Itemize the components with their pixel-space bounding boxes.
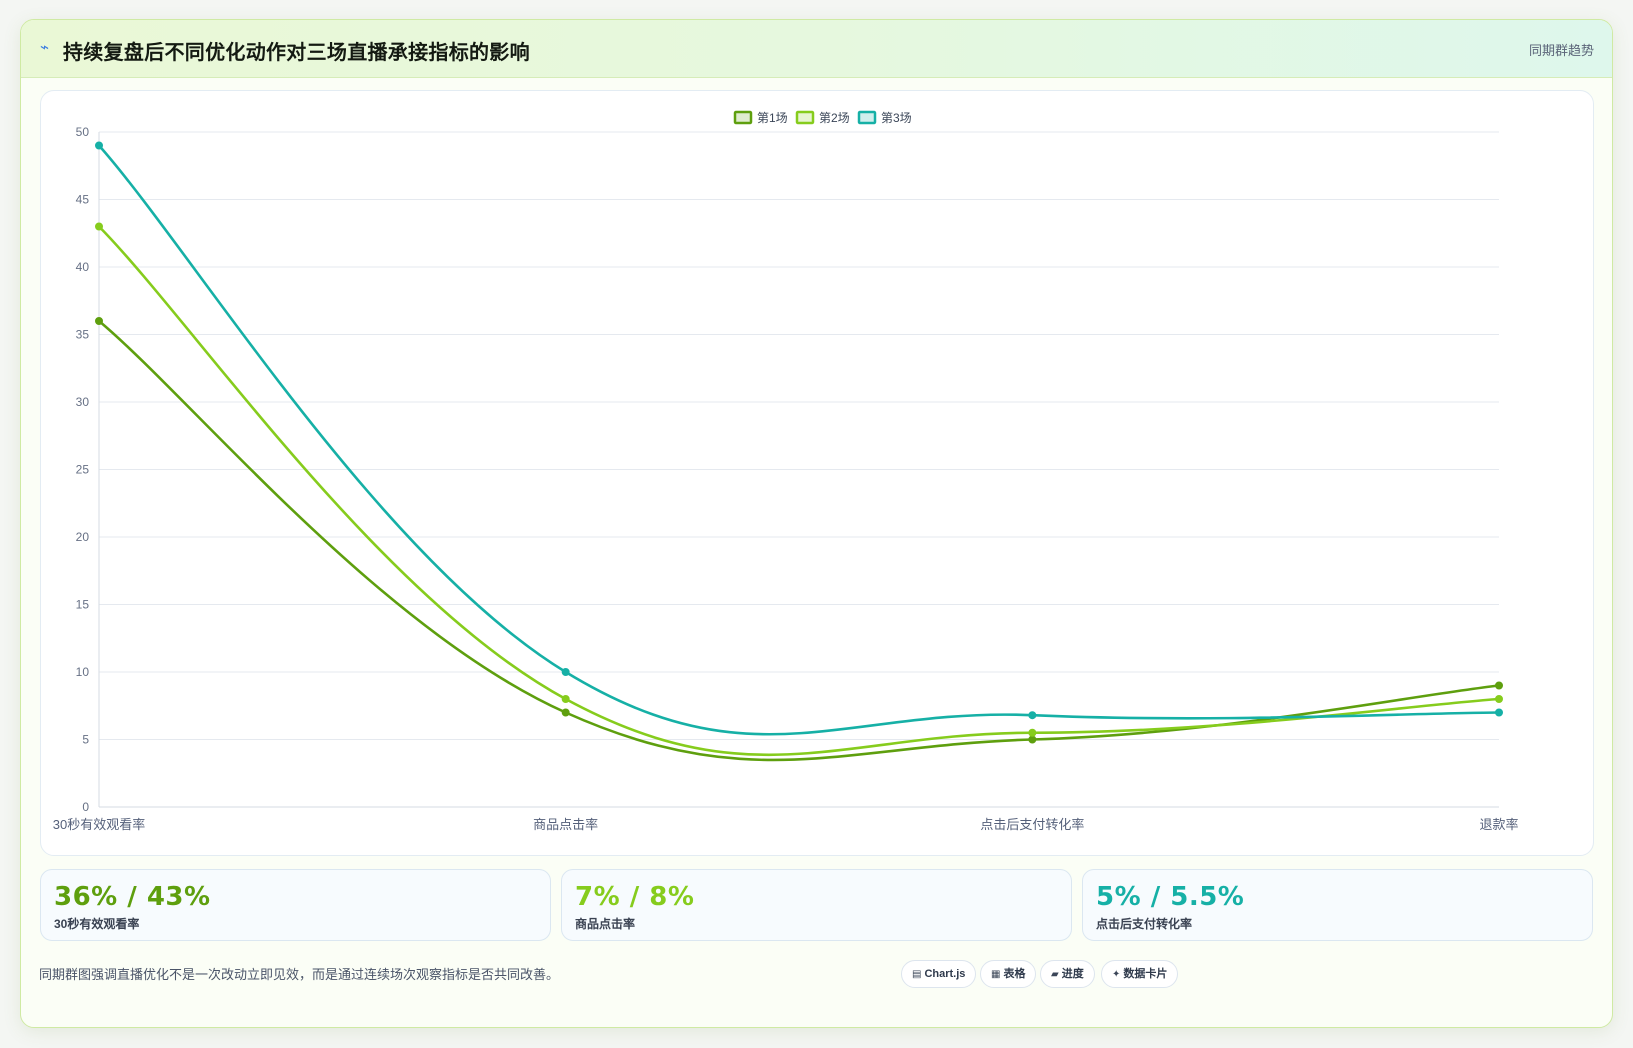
card-header: ⌁ 持续复盘后不同优化动作对三场直播承接指标的影响 同期群趋势 [21, 20, 1612, 78]
legend-label: 第1场 [757, 111, 788, 125]
data-point [1028, 728, 1037, 737]
stat-value: 7% / 8% [575, 882, 695, 912]
tag-label: 进度 [1061, 968, 1084, 980]
legend-swatch [857, 110, 877, 125]
y-tick-label: 25 [76, 463, 90, 477]
stat-label: 点击后支付转化率 [1096, 917, 1193, 931]
data-point [561, 695, 570, 703]
x-tick-label: 退款率 [1479, 817, 1518, 832]
x-tick-label: 商品点击率 [533, 817, 598, 832]
stat-card: 5% / 5.5% 点击后支付转化率 [1082, 869, 1593, 941]
legend-label: 第3场 [881, 111, 912, 125]
tag-label: 表格 [1003, 968, 1026, 980]
stat-value: 5% / 5.5% [1096, 882, 1245, 912]
tag-label: 数据卡片 [1123, 968, 1168, 980]
data-point [1495, 695, 1503, 703]
tag-label: Chart.js [924, 968, 966, 980]
progress-icon: ▰ [1051, 969, 1059, 980]
legend-swatch [795, 110, 815, 125]
data-point [561, 668, 570, 676]
y-tick-label: 20 [76, 530, 90, 544]
data-point [95, 141, 103, 150]
data-point [1495, 708, 1503, 717]
stat-card: 36% / 43% 30秒有效观看率 [40, 869, 551, 941]
y-tick-label: 45 [76, 193, 90, 207]
stat-card: 7% / 8% 商品点击率 [561, 869, 1072, 941]
series-line-3 [97, 144, 1501, 736]
y-tick-label: 40 [76, 260, 90, 274]
chart-title: 持续复盘后不同优化动作对三场直播承接指标的影响 [63, 42, 530, 64]
tag-table: ▦ 表格 [980, 960, 1037, 988]
stat-label: 商品点击率 [575, 917, 636, 931]
tag-progress: ▰ 进度 [1040, 960, 1095, 988]
data-point [95, 317, 103, 325]
chart-icon: ▤ [912, 969, 922, 980]
data-point [95, 222, 103, 231]
y-tick-label: 50 [76, 125, 90, 139]
tag-data-card: ✦ 数据卡片 [1101, 960, 1179, 988]
series-line-1 [97, 319, 1501, 762]
y-tick-label: 35 [76, 328, 90, 342]
x-tick-label: 30秒有效观看率 [53, 817, 145, 832]
trend-badge: 同期群趋势 [1528, 43, 1594, 58]
y-tick-label: 0 [82, 800, 89, 814]
y-tick-label: 10 [76, 665, 90, 679]
legend-swatch [733, 110, 753, 125]
footnote: 同期群图强调直播优化不是一次改动立即见效，而是通过连续场次观察指标是否共同改善。 [39, 967, 560, 982]
y-tick-label: 30 [76, 395, 90, 409]
chart-card: ⌁ 持续复盘后不同优化动作对三场直播承接指标的影响 同期群趋势 0 5 10 15 20… [20, 19, 1613, 1028]
sparkle-icon: ✦ [1112, 969, 1121, 980]
data-point [1495, 681, 1503, 690]
tag-chartjs: ▤ Chart.js [901, 960, 977, 988]
table-icon: ▦ [991, 969, 1001, 980]
y-tick-label: 5 [82, 733, 89, 747]
stat-label: 30秒有效观看率 [54, 917, 140, 931]
line-chart: 0 5 10 15 20 25 30 35 40 45 50 30秒有效观看率 商品点击率 点击后支付转化… [53, 110, 1519, 832]
legend-label: 第2场 [819, 111, 850, 125]
stat-value: 36% / 43% [54, 882, 211, 912]
lightning-icon: ⌁ [40, 39, 50, 56]
data-point [1028, 711, 1037, 720]
x-tick-label: 点击后支付转化率 [980, 817, 1084, 832]
chart-panel: 0 5 10 15 20 25 30 35 40 45 50 30秒有效观看率 商品点击率 点击后支付转化… [40, 90, 1594, 856]
data-point [1028, 735, 1037, 744]
y-tick-label: 15 [76, 598, 90, 612]
series-line-2 [97, 225, 1501, 757]
stat-cards: 36% / 43% 30秒有效观看率 7% / 8% 商品点击率 5% / 5.… [40, 869, 1594, 944]
data-point [561, 708, 570, 717]
